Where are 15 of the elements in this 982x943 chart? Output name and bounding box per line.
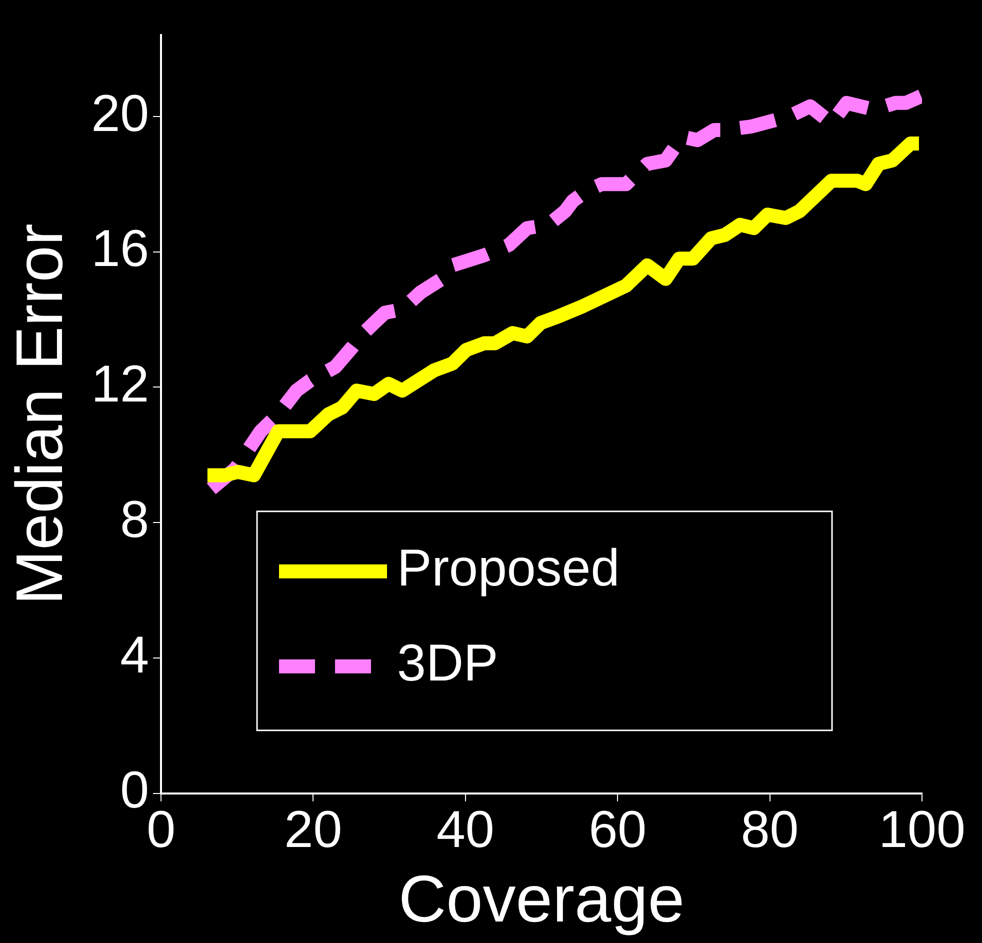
y-axis-title: Median Error	[2, 224, 76, 606]
y-tick-label: 16	[91, 220, 150, 278]
y-tick-label: 0	[120, 762, 150, 820]
x-tick-label: 40	[436, 800, 494, 859]
x-tick-label: 20	[284, 800, 342, 859]
legend-label: Proposed	[397, 540, 620, 598]
x-axis-title: Coverage	[398, 862, 685, 936]
legend-label: 3DP	[397, 634, 498, 693]
y-tick-label: 12	[91, 356, 150, 414]
x-tick-label: 60	[588, 800, 647, 859]
x-tick-label: 80	[740, 800, 799, 859]
x-tick-label: 100	[878, 800, 966, 859]
y-tick-label: 4	[120, 626, 150, 684]
y-tick-label: 8	[120, 490, 150, 549]
y-tick-label: 20	[91, 84, 150, 143]
